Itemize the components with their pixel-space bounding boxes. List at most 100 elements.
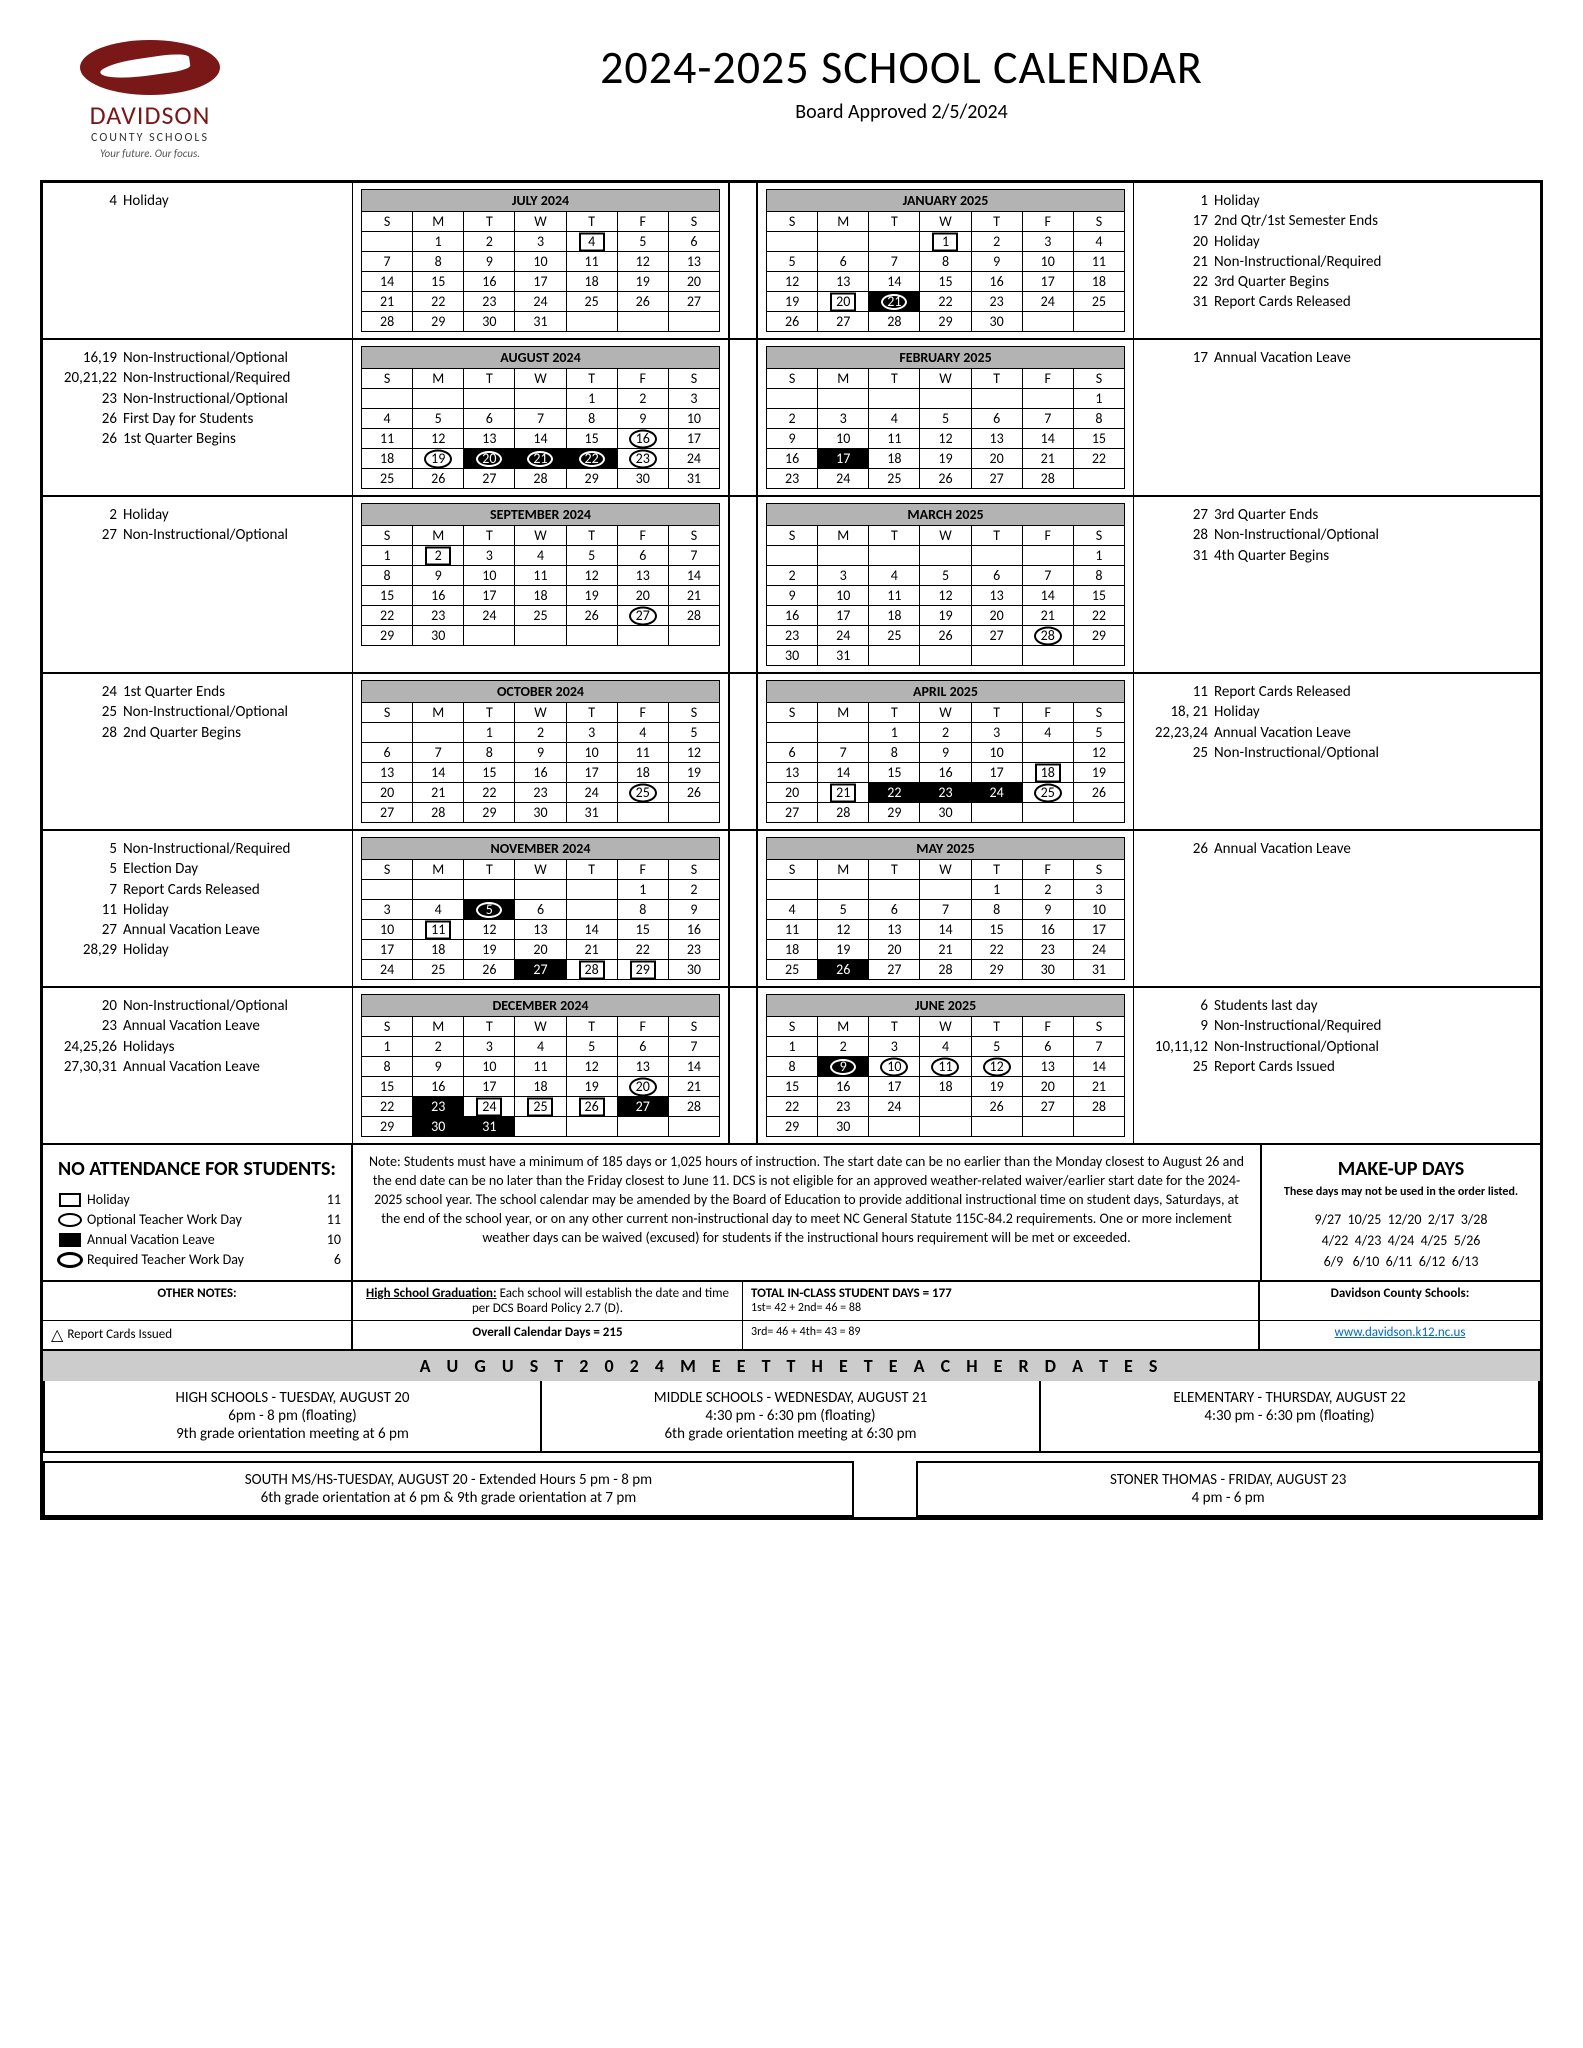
- quarters-2: 3rd= 46 + 4th= 43 = 89: [743, 1321, 1260, 1349]
- day-cell: 11: [566, 252, 617, 272]
- day-cell: 20: [617, 586, 668, 606]
- note-line: 25Non-Instructional/Optional: [57, 702, 342, 722]
- day-cell: 16: [920, 763, 971, 783]
- website-link[interactable]: www.davidson.k12.nc.us: [1260, 1321, 1540, 1349]
- notes-right: 17Annual Vacation Leave: [1133, 340, 1443, 495]
- day-cell: 27: [668, 292, 719, 312]
- day-cell: 26: [920, 469, 971, 489]
- dow-header: S: [767, 1017, 818, 1037]
- dow-header: T: [464, 212, 515, 232]
- month-grid: SMTWTFS123456789101112131415161718192021…: [361, 525, 720, 646]
- day-cell: 16: [1022, 920, 1073, 940]
- day-cell: 21: [668, 1077, 719, 1097]
- day-cell: 25: [869, 626, 920, 646]
- meet-stoner: STONER THOMAS - FRIDAY, AUGUST 234 pm - …: [916, 1461, 1540, 1517]
- day-cell-empty: [464, 880, 515, 900]
- day-cell: 13: [869, 920, 920, 940]
- day-cell: 21: [362, 292, 413, 312]
- day-cell: 15: [869, 763, 920, 783]
- month-title: APRIL 2025: [766, 680, 1125, 702]
- dow-header: S: [668, 369, 719, 389]
- month-row: 241st Quarter Ends25Non-Instructional/Op…: [43, 674, 1540, 831]
- dow-header: T: [869, 369, 920, 389]
- month-grid: SMTWTFS123456789101112131415161718192021…: [361, 859, 720, 980]
- day-cell-empty: [1073, 312, 1124, 332]
- day-cell: 3: [869, 1037, 920, 1057]
- day-cell: 6: [971, 566, 1022, 586]
- day-cell-empty: [566, 312, 617, 332]
- note-line: 11Holiday: [57, 900, 342, 920]
- day-cell: 7: [1022, 409, 1073, 429]
- day-cell: 27: [767, 803, 818, 823]
- day-cell: 17: [869, 1077, 920, 1097]
- day-cell-empty: [668, 626, 719, 646]
- day-cell: 16: [617, 429, 668, 449]
- day-cell: 24: [464, 606, 515, 626]
- dow-header: T: [971, 860, 1022, 880]
- day-cell: 27: [818, 312, 869, 332]
- dow-header: W: [920, 860, 971, 880]
- day-cell-empty: [464, 389, 515, 409]
- day-cell: 31: [1022, 312, 1073, 332]
- day-cell: 13: [362, 763, 413, 783]
- month-cell: APRIL 2025SMTWTFS12345678910111213141516…: [758, 674, 1133, 829]
- day-cell: 5: [920, 409, 971, 429]
- day-cell: 26: [464, 960, 515, 980]
- legend-count: 11: [311, 1191, 341, 1208]
- day-cell: 14: [515, 429, 566, 449]
- gutter: [728, 831, 758, 986]
- day-cell: 16: [464, 272, 515, 292]
- day-cell: 12: [818, 920, 869, 940]
- month-grid: SMTWTFS123456789101112131415161718192021…: [766, 368, 1125, 489]
- day-cell-empty: [515, 626, 566, 646]
- day-cell: 11: [869, 429, 920, 449]
- day-cell: 27: [515, 960, 566, 980]
- day-cell: 21: [566, 940, 617, 960]
- day-cell: 1: [1073, 546, 1124, 566]
- day-cell: 12: [668, 743, 719, 763]
- day-cell-empty: [1073, 803, 1124, 823]
- day-cell: 19: [767, 292, 818, 312]
- day-cell-empty: [920, 546, 971, 566]
- day-cell-empty: [1073, 646, 1124, 666]
- month-grid: SMTWTFS123456789101112131415161718192021…: [766, 859, 1125, 980]
- day-cell: 13: [818, 272, 869, 292]
- day-cell: 4: [869, 409, 920, 429]
- day-cell: 25: [515, 1097, 566, 1117]
- hs-grad-note: High School Graduation: Each school will…: [353, 1282, 743, 1320]
- day-cell: 20: [869, 940, 920, 960]
- day-cell: 12: [767, 272, 818, 292]
- day-cell: 9: [668, 900, 719, 920]
- dow-header: M: [413, 369, 464, 389]
- day-cell: 7: [566, 900, 617, 920]
- day-cell: 8: [617, 900, 668, 920]
- day-cell-empty: [617, 803, 668, 823]
- day-cell: 2: [515, 723, 566, 743]
- day-cell: 25: [515, 606, 566, 626]
- day-cell: 28: [566, 960, 617, 980]
- day-cell-empty: [971, 1117, 1022, 1137]
- day-cell: 18: [869, 606, 920, 626]
- day-cell: 4: [413, 900, 464, 920]
- legend-count: 11: [311, 1211, 341, 1228]
- note-line: 18, 21Holiday: [1148, 702, 1433, 722]
- legend-row: Holiday 11: [53, 1191, 341, 1208]
- triangle-icon: △: [51, 1325, 63, 1345]
- dow-header: S: [668, 860, 719, 880]
- day-cell: 7: [668, 1037, 719, 1057]
- day-cell-empty: [566, 626, 617, 646]
- note-line: 282nd Quarter Begins: [57, 723, 342, 743]
- day-cell: 24: [362, 960, 413, 980]
- day-cell-empty: [1022, 1117, 1073, 1137]
- note-line: 16,19Non-Instructional/Optional: [57, 348, 342, 368]
- day-cell: 1: [566, 389, 617, 409]
- day-cell-empty: [515, 389, 566, 409]
- dow-header: T: [869, 860, 920, 880]
- day-cell: 6: [617, 546, 668, 566]
- day-cell: 15: [362, 1077, 413, 1097]
- day-cell: 5: [566, 1037, 617, 1057]
- day-cell: 7: [920, 900, 971, 920]
- day-cell: 15: [1073, 586, 1124, 606]
- day-cell: 21: [920, 940, 971, 960]
- logo-tagline: Your future. Our focus.: [40, 147, 260, 160]
